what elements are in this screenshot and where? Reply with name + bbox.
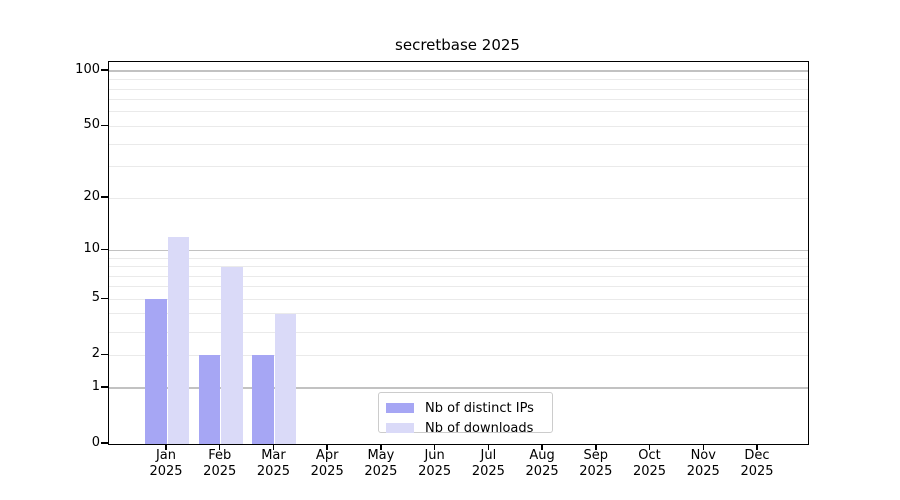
- gridline-minor-9: [109, 257, 808, 259]
- gridline-minor-90: [109, 79, 808, 81]
- y-tick-label-20: 20: [83, 189, 100, 205]
- gridline-minor-2: [109, 354, 808, 356]
- bar-jan-nb-of-downloads: [167, 236, 189, 444]
- y-tick-10: [101, 248, 108, 251]
- x-tick-label-jun: Jun 2025: [418, 448, 452, 479]
- x-tick-label-sep: Sep 2025: [579, 448, 613, 479]
- x-tick-jan: [165, 444, 167, 450]
- gridline-minor-70: [109, 99, 808, 101]
- x-tick-label-dec: Dec 2025: [740, 448, 774, 479]
- y-tick-label-2: 2: [91, 346, 100, 362]
- x-tick-jul: [487, 444, 490, 450]
- x-tick-oct: [648, 444, 651, 450]
- y-tick-0: [101, 442, 108, 444]
- gridline-minor-3: [109, 331, 808, 333]
- x-tick-aug: [541, 444, 543, 450]
- gridline-major-10: [109, 249, 808, 252]
- gridline-minor-6: [109, 286, 808, 288]
- bar-jan-nb-of-distinct-ips: [145, 299, 167, 444]
- y-tick-label-5: 5: [91, 290, 100, 306]
- x-tick-label-may: May 2025: [364, 448, 398, 479]
- legend-item-downloads: Nb of downloads: [386, 418, 546, 438]
- y-tick-label-0: 0: [91, 435, 100, 450]
- gridline-minor-8: [109, 266, 808, 267]
- bar-feb-nb-of-downloads: [221, 266, 243, 444]
- y-tick-100: [101, 69, 108, 71]
- gridline-major-1: [109, 387, 808, 389]
- x-tick-label-oct: Oct 2025: [632, 448, 667, 479]
- y-tick-label-10: 10: [83, 241, 100, 257]
- x-tick-label-feb: Feb 2025: [203, 448, 237, 479]
- x-tick-label-nov: Nov 2025: [686, 448, 720, 479]
- plot-area: [108, 61, 809, 445]
- gridline-minor-20: [109, 197, 808, 199]
- gridline-minor-4: [109, 313, 808, 315]
- y-tick-label-50: 50: [83, 117, 100, 133]
- gridline-minor-30: [109, 166, 808, 168]
- x-tick-may: [380, 444, 382, 450]
- legend-item-distinct-ips: Nb of distinct IPs: [386, 398, 546, 418]
- gridline-minor-5: [109, 298, 808, 300]
- x-tick-mar: [272, 444, 275, 450]
- legend-swatch-distinct-ips: [386, 403, 414, 413]
- gridline-minor-60: [109, 111, 808, 113]
- y-tick-2: [101, 353, 108, 355]
- y-tick-50: [101, 124, 108, 127]
- gridline-minor-80: [109, 88, 808, 90]
- x-tick-nov: [702, 444, 705, 450]
- x-tick-label-aug: Aug 2025: [525, 448, 559, 479]
- gridline-major-100: [109, 70, 808, 72]
- bar-mar-nb-of-downloads: [274, 313, 297, 444]
- y-tick-5: [101, 297, 108, 299]
- x-tick-label-jul: Jul 2025: [471, 448, 505, 479]
- y-tick-label-100: 100: [75, 62, 100, 78]
- legend-label-distinct-ips: Nb of distinct IPs: [425, 400, 534, 416]
- x-tick-jun: [433, 444, 436, 450]
- x-tick-feb: [218, 444, 221, 450]
- legend-label-downloads: Nb of downloads: [425, 420, 534, 436]
- y-tick-1: [101, 386, 108, 388]
- x-tick-apr: [326, 444, 328, 450]
- gridline-minor-40: [109, 143, 808, 145]
- bar-mar-nb-of-distinct-ips: [252, 355, 274, 444]
- x-tick-label-mar: Mar 2025: [256, 448, 290, 479]
- chart-title: secretbase 2025: [395, 36, 520, 54]
- y-tick-20: [101, 196, 108, 198]
- x-tick-label-jan: Jan 2025: [149, 448, 183, 479]
- gridline-minor-7: [109, 275, 808, 277]
- x-tick-dec: [756, 444, 758, 450]
- legend-swatch-downloads: [386, 423, 414, 433]
- y-tick-label-1: 1: [91, 379, 100, 394]
- gridline-minor-50: [109, 125, 808, 127]
- bar-feb-nb-of-distinct-ips: [198, 355, 221, 444]
- legend: Nb of distinct IPs Nb of downloads: [378, 392, 553, 436]
- x-tick-label-apr: Apr 2025: [310, 448, 344, 479]
- x-tick-sep: [595, 444, 597, 450]
